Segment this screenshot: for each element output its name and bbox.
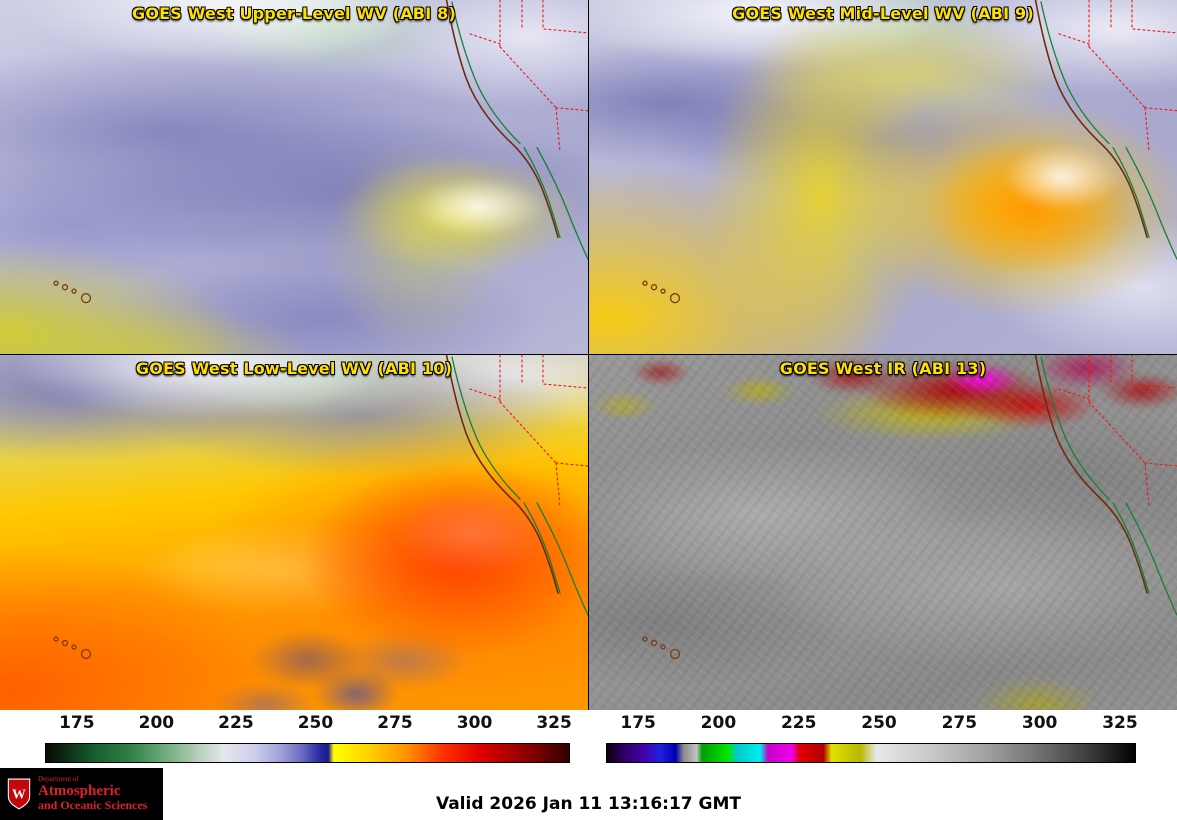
geography-overlay: [53, 0, 588, 304]
ir-imagery: [589, 355, 1177, 710]
panel-title-mid-wv: GOES West Mid-Level WV (ABI 9): [732, 4, 1034, 23]
uw-crest-icon: W: [7, 778, 31, 810]
west-coast-coastline-path: [445, 0, 559, 239]
mainland-mexico-coast-path: [1125, 502, 1177, 616]
mainland-mexico-coast-path: [536, 146, 588, 260]
logo-text: Department of Atmospheric and Oceanic Sc…: [38, 775, 148, 813]
panel-title-upper-wv: GOES West Upper-Level WV (ABI 8): [132, 4, 456, 23]
colorbar-tick-label: 250: [861, 713, 897, 733]
logo-department-line: Department of: [38, 775, 79, 784]
colorbar-tick-label: 225: [218, 713, 254, 733]
colorbar-tick-label: 200: [138, 713, 175, 733]
baja-gulf-green-path: [523, 502, 561, 594]
hawaii-islands: [53, 636, 92, 660]
baja-gulf-green-path: [1112, 502, 1150, 594]
valid-time-label: Valid 2026 Jan 11 13:16:17 GMT: [435, 794, 742, 814]
west-coast-coastline-path: [1034, 355, 1148, 594]
california-green-path: [451, 1, 521, 145]
mainland-mexico-coast-path: [1125, 146, 1177, 260]
geography-overlay: [642, 355, 1177, 660]
panel-mid-level-wv: GOES West Mid-Level WV (ABI 9): [589, 0, 1177, 354]
colorbar-tick-label: 300: [1021, 713, 1058, 733]
state-borders: [1058, 355, 1177, 508]
colorbar-tick-label: 175: [59, 713, 95, 733]
logo-oceanic-line: and Oceanic Sciences: [38, 798, 148, 813]
hawaii-islands: [642, 636, 681, 660]
california-green-path: [451, 356, 521, 500]
uw-aos-logo: W Department of Atmospheric and Oceanic …: [0, 768, 163, 820]
wv-colorbar-tick-row: 175 200 225 250 275 300 325: [45, 713, 572, 737]
geography-overlay: [53, 355, 588, 660]
colorbar-tick-label: 300: [456, 713, 493, 733]
panel-grid: GOES West Upper-Level WV (ABI 8): [0, 0, 1177, 710]
geography-overlay: [642, 0, 1177, 304]
state-borders: [469, 355, 588, 508]
colorbar-tick-label: 200: [700, 713, 737, 733]
baja-gulf-green-path: [523, 146, 561, 238]
mainland-mexico-coast-path: [536, 502, 588, 616]
west-coast-coastline-path: [445, 355, 559, 594]
mid-level-wv-imagery: [589, 0, 1177, 354]
panel-low-level-wv: GOES West Low-Level WV (ABI 10): [0, 355, 588, 710]
california-green-path: [1040, 356, 1110, 500]
hawaii-islands: [642, 280, 681, 304]
colorbar-tick-label: 225: [780, 713, 817, 733]
colorbar-tick-label: 275: [941, 713, 978, 733]
map-overlay: [589, 355, 1177, 710]
colorbar-tick-label: 250: [297, 713, 334, 733]
low-level-wv-imagery: [0, 355, 588, 710]
ir-colorbar: [606, 743, 1136, 763]
colorbar-tick-label: 325: [536, 713, 572, 733]
state-borders: [1058, 0, 1177, 153]
svg-text:W: W: [12, 786, 26, 801]
map-overlay: [589, 0, 1177, 354]
hawaii-islands: [53, 280, 92, 304]
panel-title-ir: GOES West IR (ABI 13): [779, 359, 987, 378]
colorbar-tick-label: 325: [1102, 713, 1138, 733]
colorbar-tick-label: 175: [620, 713, 656, 733]
wv-colorbar: [45, 743, 570, 763]
california-green-path: [1040, 1, 1110, 145]
ir-texture: [589, 355, 1177, 710]
logo-atmospheric-line: Atmospheric: [38, 782, 121, 799]
panel-ir: GOES West IR (ABI 13): [589, 355, 1177, 710]
panel-upper-level-wv: GOES West Upper-Level WV (ABI 8): [0, 0, 588, 354]
colorbar-tick-label: 275: [377, 713, 413, 733]
upper-level-wv-imagery: [0, 0, 588, 354]
west-coast-coastline-path: [1034, 0, 1148, 239]
ir-colorbar-tick-row: 175 200 225 250 275 300 325: [606, 713, 1138, 737]
state-borders: [469, 0, 588, 153]
panel-title-low-wv: GOES West Low-Level WV (ABI 10): [135, 359, 453, 378]
colorbar-area: 175 200 225 250 275 300 325 175 200 225 250 275 300…: [0, 710, 1177, 768]
map-overlay: [0, 355, 588, 710]
baja-gulf-green-path: [1112, 146, 1150, 238]
map-overlay: [0, 0, 588, 354]
